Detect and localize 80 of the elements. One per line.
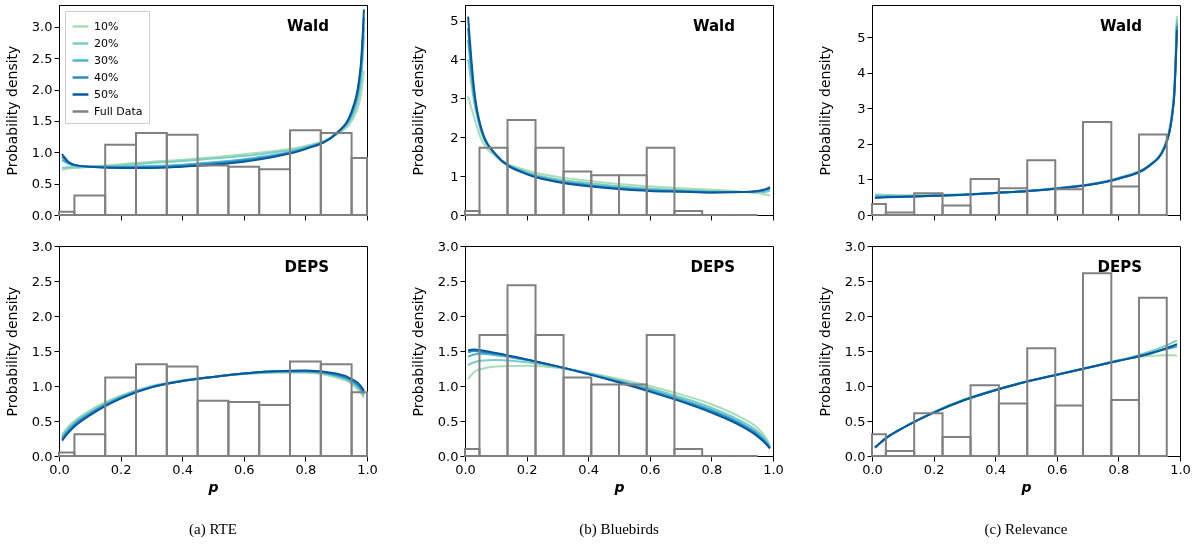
y-tick-label: 2.5 (31, 273, 53, 289)
legend-label: 20% (94, 36, 119, 50)
y-tick-label: 2.5 (437, 273, 459, 289)
y-tick-label: 0.5 (31, 176, 53, 192)
text: (a) RTE (189, 521, 237, 538)
y-tick-label: 3 (857, 100, 866, 116)
y-tick-label: 1.5 (31, 343, 53, 359)
x-tick-label: 1.0 (763, 461, 784, 477)
y-tick-label: 2.0 (844, 308, 866, 324)
y-tick-label: 2 (450, 129, 459, 145)
text: (c) Relevance (984, 521, 1068, 538)
text: (b) Bluebirds (579, 521, 659, 538)
x-axis-title: p (613, 478, 625, 495)
y-tick-label: 0.0 (31, 448, 53, 464)
y-tick-label: 2.0 (31, 82, 53, 98)
y-tick-label: 2.0 (31, 308, 53, 324)
x-tick-label: 0.6 (233, 461, 255, 477)
annotation: DEPS (1097, 258, 1142, 276)
x-tick-label: 0.4 (578, 461, 600, 477)
y-tick-label: 0 (450, 207, 459, 223)
y-tick-label: 1.0 (844, 378, 866, 394)
y-axis-title: Probability density (3, 286, 20, 417)
y-tick-label: 0.5 (437, 413, 459, 429)
y-tick-label: 4 (857, 65, 866, 81)
y-axis-title: Probability density (816, 286, 833, 417)
x-tick-label: 0.2 (110, 461, 132, 477)
y-tick-label: 1.0 (31, 144, 53, 160)
y-tick-label: 2 (857, 136, 866, 152)
y-tick-label: 0.0 (31, 207, 53, 223)
y-tick-label: 1.5 (437, 343, 459, 359)
y-tick-label: 3.0 (31, 19, 53, 35)
annotation: DEPS (690, 258, 735, 276)
legend-label: 40% (94, 70, 119, 84)
x-tick-label: 0.2 (516, 461, 538, 477)
y-tick-label: 1.0 (437, 378, 459, 394)
x-axis-title: p (1020, 478, 1032, 495)
y-tick-label: 1.5 (31, 113, 53, 129)
y-tick-label: 0.0 (437, 448, 459, 464)
x-axis-title: p (207, 478, 219, 495)
y-tick-label: 0.5 (31, 413, 53, 429)
x-tick-label: 1.0 (357, 461, 378, 477)
annotation: Wald (692, 17, 735, 35)
y-tick-label: 3.0 (437, 238, 459, 254)
y-tick-label: 2.5 (31, 50, 53, 66)
y-tick-label: 0 (857, 207, 866, 223)
y-axis-title: Probability density (409, 286, 426, 417)
y-tick-label: 0.0 (844, 448, 866, 464)
y-tick-label: 1 (450, 168, 459, 184)
x-tick-label: 0.4 (172, 461, 194, 477)
y-tick-label: 5 (450, 13, 459, 29)
annotation: Wald (286, 17, 329, 35)
x-tick-label: 0.6 (1046, 461, 1068, 477)
legend-label: 50% (94, 87, 119, 101)
y-axis-title: Probability density (3, 45, 20, 176)
y-axis-title: Probability density (816, 45, 833, 176)
y-tick-label: 3 (450, 90, 459, 106)
x-tick-label: 0.2 (923, 461, 945, 477)
y-tick-label: 1 (857, 171, 866, 187)
annotation: Wald (1099, 17, 1142, 35)
y-tick-label: 0.5 (844, 413, 866, 429)
x-tick-label: 0.8 (701, 461, 723, 477)
y-tick-label: 4 (450, 51, 459, 67)
x-tick-label: 0.4 (985, 461, 1007, 477)
legend-label: 30% (94, 53, 119, 67)
legend-label: Full Data (94, 104, 143, 118)
x-tick-label: 1.0 (1170, 461, 1191, 477)
y-tick-label: 3.0 (844, 238, 866, 254)
y-tick-label: 2.0 (437, 308, 459, 324)
annotation: DEPS (284, 258, 329, 276)
x-tick-label: 0.8 (295, 461, 317, 477)
y-tick-label: 1.5 (844, 343, 866, 359)
x-tick-label: 0.6 (639, 461, 661, 477)
y-tick-label: 3.0 (31, 238, 53, 254)
legend-label: 10% (94, 19, 119, 33)
x-tick-label: 0.0 (49, 461, 70, 477)
y-tick-label: 5 (857, 29, 866, 45)
y-axis-title: Probability density (409, 45, 426, 176)
y-tick-label: 1.0 (31, 378, 53, 394)
y-tick-label: 2.5 (844, 273, 866, 289)
x-tick-label: 0.8 (1108, 461, 1130, 477)
